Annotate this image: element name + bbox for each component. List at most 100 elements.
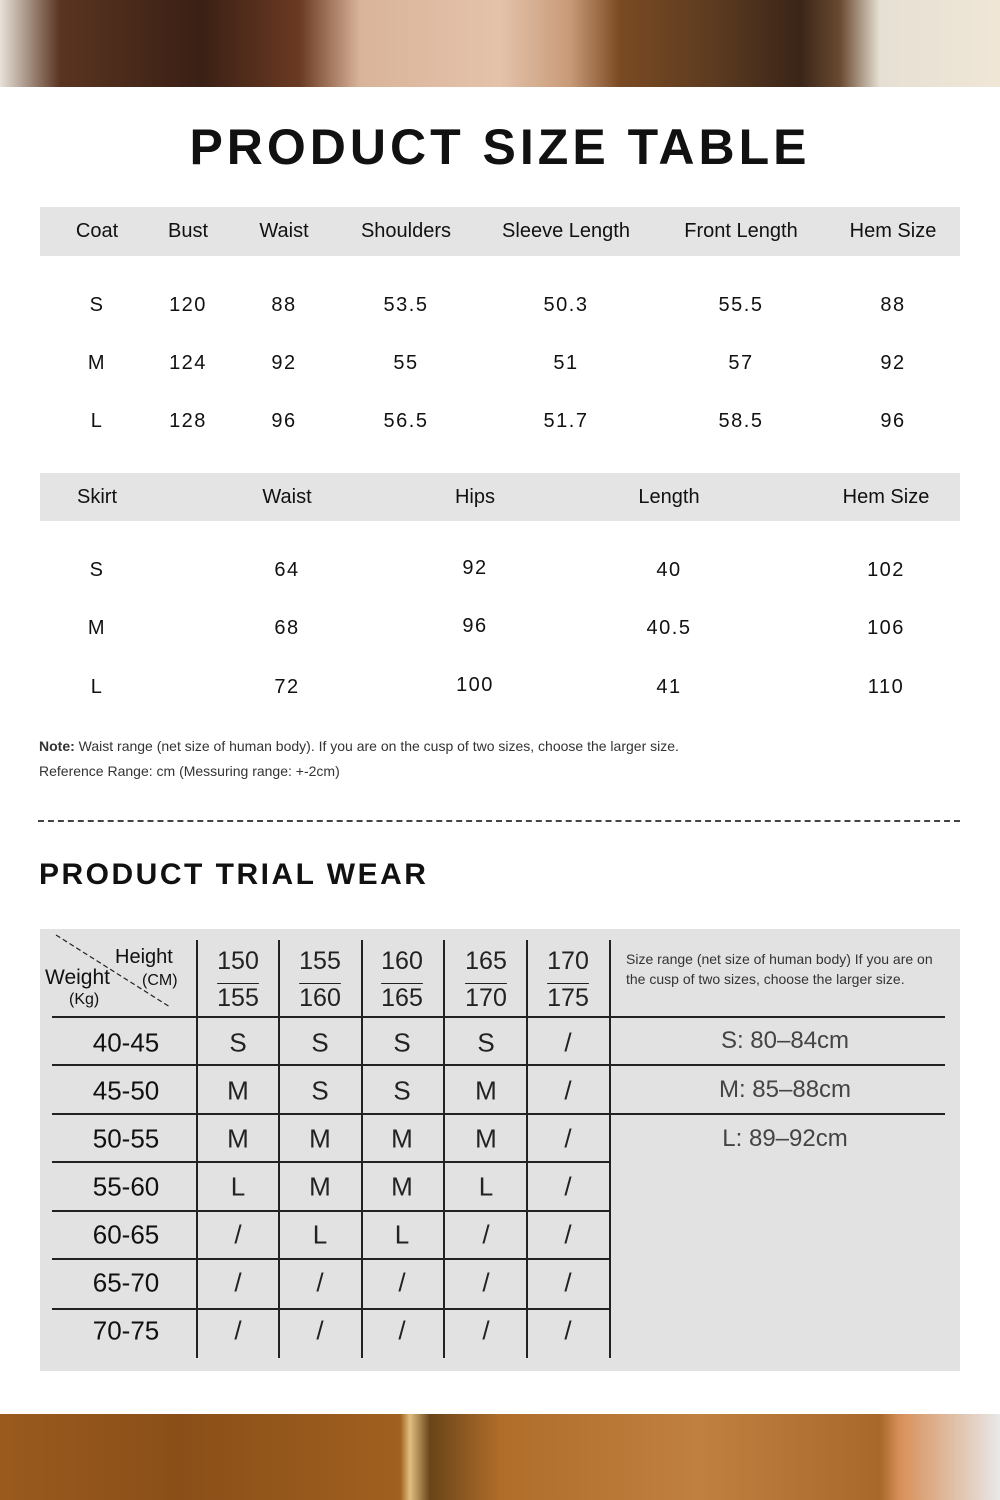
coat-header-cell: Front Length — [684, 220, 798, 242]
weight-range: 60-65 — [92, 1219, 160, 1250]
coat-cell: 55.5 — [718, 294, 764, 316]
page-title: PRODUCT SIZE TABLE — [189, 119, 811, 175]
size-cell: L — [230, 1171, 246, 1202]
height-from: 170 — [547, 947, 589, 975]
height-from: 150 — [217, 947, 259, 975]
height-to: 165 — [381, 984, 423, 1012]
trial-title: PRODUCT TRIAL WEAR — [39, 858, 429, 891]
grid-line-v — [609, 940, 611, 1358]
coat-cell: 56.5 — [383, 410, 429, 432]
coat-cell: 51 — [553, 352, 579, 374]
skirt-cell: 96 — [462, 615, 488, 637]
size-cell: M — [227, 1075, 249, 1106]
size-cell: / — [564, 1315, 572, 1346]
coat-cell: 57 — [728, 352, 754, 374]
size-cell: M — [391, 1171, 413, 1202]
size-cell: / — [234, 1267, 242, 1298]
weight-range: 40-45 — [92, 1027, 160, 1058]
coat-cell: M — [87, 352, 107, 374]
size-cell: / — [564, 1267, 572, 1298]
skirt-cell: 64 — [274, 559, 300, 581]
product-photo-bottom — [0, 1414, 1000, 1500]
coat-cell: 53.5 — [383, 294, 429, 316]
size-cell: M — [309, 1123, 331, 1154]
height-range-header: 165 170 — [465, 943, 507, 1017]
skirt-cell: 40.5 — [646, 617, 692, 639]
grid-line-h — [52, 1308, 610, 1310]
skirt-cell: 106 — [867, 617, 905, 639]
height-range-header: 170 175 — [547, 943, 589, 1017]
skirt-cell: 92 — [462, 557, 488, 579]
size-cell: / — [564, 1075, 572, 1106]
size-cell: L — [312, 1219, 328, 1250]
size-cell: / — [316, 1267, 324, 1298]
coat-cell: 88 — [880, 294, 906, 316]
divider — [38, 820, 960, 822]
size-cell: S — [393, 1075, 411, 1106]
coat-cell: 58.5 — [718, 410, 764, 432]
coat-header-cell: Sleeve Length — [502, 220, 630, 242]
size-cell: M — [227, 1123, 249, 1154]
size-cell: / — [564, 1219, 572, 1250]
grid-line-h — [52, 1258, 610, 1260]
skirt-header-cell: Hem Size — [842, 486, 930, 508]
skirt-cell: 102 — [867, 559, 905, 581]
skirt-header-cell: Length — [638, 486, 700, 508]
grid-line-h — [52, 1064, 945, 1066]
coat-cell: 55 — [393, 352, 419, 374]
bust-range: M: 85–88cm — [718, 1076, 852, 1103]
skirt-header-cell: Waist — [262, 486, 312, 508]
reference-range: Reference Range: cm (Messuring range: +-… — [39, 763, 340, 779]
coat-cell: 50.3 — [543, 294, 589, 316]
weight-range: 45-50 — [92, 1075, 160, 1106]
coat-cell: 128 — [169, 410, 207, 432]
size-cell: / — [234, 1315, 242, 1346]
coat-cell: 92 — [880, 352, 906, 374]
size-range-note: Size range (net size of human body) If y… — [626, 951, 933, 987]
trial-wear-table — [40, 929, 960, 1371]
height-from: 160 — [381, 947, 423, 975]
skirt-header-band — [40, 473, 960, 521]
size-cell: / — [482, 1315, 490, 1346]
product-photo-top — [0, 0, 1000, 87]
coat-header-cell: Shoulders — [360, 220, 452, 242]
skirt-header-cell: Hips — [454, 486, 496, 508]
size-cell: S — [311, 1027, 329, 1058]
coat-cell: 88 — [271, 294, 297, 316]
size-cell: M — [475, 1075, 497, 1106]
height-from: 155 — [299, 947, 341, 975]
size-cell: M — [391, 1123, 413, 1154]
size-cell: S — [393, 1027, 411, 1058]
weight-range: 50-55 — [92, 1123, 160, 1154]
note: Note: Waist range (net size of human bod… — [39, 738, 679, 754]
height-range-header: 155 160 — [299, 943, 341, 1017]
size-cell: / — [564, 1123, 572, 1154]
grid-line-h — [52, 1161, 610, 1163]
grid-line-h — [52, 1113, 945, 1115]
coat-cell: 96 — [880, 410, 906, 432]
corner-cm: (CM) — [142, 972, 178, 989]
note-label: Note: — [39, 738, 75, 754]
size-cell: S — [311, 1075, 329, 1106]
skirt-cell: 72 — [274, 676, 300, 698]
grid-line-v — [196, 940, 198, 1358]
height-to: 160 — [299, 984, 341, 1012]
grid-line-v — [443, 940, 445, 1358]
corner-weight: Weight — [45, 966, 110, 989]
coat-cell: 51.7 — [543, 410, 589, 432]
size-cell: S — [229, 1027, 247, 1058]
skirt-cell: S — [89, 559, 105, 581]
skirt-cell: L — [90, 676, 104, 698]
size-cell: / — [564, 1027, 572, 1058]
size-cell: L — [478, 1171, 494, 1202]
grid-line-v — [526, 940, 528, 1358]
skirt-header-cell: Skirt — [77, 486, 117, 508]
size-cell: / — [482, 1267, 490, 1298]
coat-header-cell: Hem Size — [849, 220, 937, 242]
skirt-cell: 100 — [456, 674, 494, 696]
bust-range: S: 80–84cm — [720, 1027, 850, 1054]
bust-range: L: 89–92cm — [722, 1125, 848, 1152]
skirt-cell: 68 — [274, 617, 300, 639]
size-cell: / — [398, 1267, 406, 1298]
grid-line-v — [361, 940, 363, 1358]
